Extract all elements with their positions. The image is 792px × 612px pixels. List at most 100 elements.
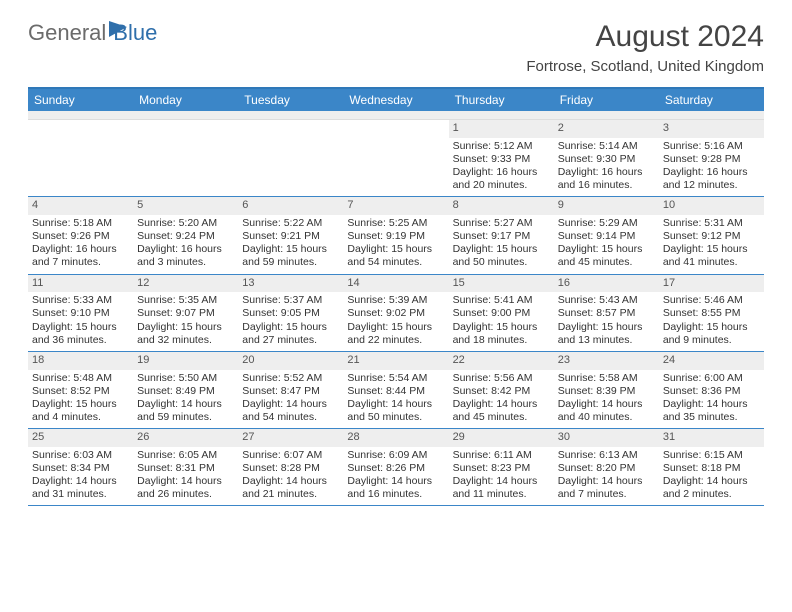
week-row: 4Sunrise: 5:18 AMSunset: 9:26 PMDaylight… bbox=[28, 197, 764, 274]
brand-logo: General Blue bbox=[28, 20, 157, 46]
daylight-text: Daylight: 15 hours and 41 minutes. bbox=[663, 243, 760, 269]
week-row: 18Sunrise: 5:48 AMSunset: 8:52 PMDayligh… bbox=[28, 352, 764, 429]
sunrise-text: Sunrise: 6:15 AM bbox=[663, 449, 760, 462]
sunrise-text: Sunrise: 5:54 AM bbox=[347, 372, 444, 385]
sunset-text: Sunset: 8:57 PM bbox=[558, 307, 655, 320]
daylight-text: Daylight: 14 hours and 59 minutes. bbox=[137, 398, 234, 424]
day-cell: 19Sunrise: 5:50 AMSunset: 8:49 PMDayligh… bbox=[133, 352, 238, 428]
sunset-text: Sunset: 8:18 PM bbox=[663, 462, 760, 475]
daylight-text: Daylight: 14 hours and 35 minutes. bbox=[663, 398, 760, 424]
sunset-text: Sunset: 8:39 PM bbox=[558, 385, 655, 398]
sunrise-text: Sunrise: 6:11 AM bbox=[453, 449, 550, 462]
sunset-text: Sunset: 8:34 PM bbox=[32, 462, 129, 475]
sunset-text: Sunset: 8:47 PM bbox=[242, 385, 339, 398]
day-cell bbox=[238, 120, 343, 196]
day-number: 18 bbox=[28, 352, 133, 370]
sunrise-text: Sunrise: 6:09 AM bbox=[347, 449, 444, 462]
daylight-text: Daylight: 16 hours and 12 minutes. bbox=[663, 166, 760, 192]
daylight-text: Daylight: 15 hours and 45 minutes. bbox=[558, 243, 655, 269]
calendar-page: General Blue August 2024 Fortrose, Scotl… bbox=[0, 0, 792, 506]
sunset-text: Sunset: 9:12 PM bbox=[663, 230, 760, 243]
day-cell: 22Sunrise: 5:56 AMSunset: 8:42 PMDayligh… bbox=[449, 352, 554, 428]
week-row: 1Sunrise: 5:12 AMSunset: 9:33 PMDaylight… bbox=[28, 120, 764, 197]
week-row: 25Sunrise: 6:03 AMSunset: 8:34 PMDayligh… bbox=[28, 429, 764, 506]
day-number: 31 bbox=[659, 429, 764, 447]
sunset-text: Sunset: 9:00 PM bbox=[453, 307, 550, 320]
title-block: August 2024 Fortrose, Scotland, United K… bbox=[526, 20, 764, 75]
sunrise-text: Sunrise: 5:27 AM bbox=[453, 217, 550, 230]
sunrise-text: Sunrise: 5:35 AM bbox=[137, 294, 234, 307]
brand-part1: General bbox=[28, 20, 106, 46]
day-number: 3 bbox=[659, 120, 764, 138]
sunrise-text: Sunrise: 6:13 AM bbox=[558, 449, 655, 462]
month-title: August 2024 bbox=[526, 20, 764, 54]
day-number: 19 bbox=[133, 352, 238, 370]
day-number bbox=[238, 120, 343, 124]
sunrise-text: Sunrise: 6:05 AM bbox=[137, 449, 234, 462]
sunset-text: Sunset: 9:30 PM bbox=[558, 153, 655, 166]
daylight-text: Daylight: 15 hours and 50 minutes. bbox=[453, 243, 550, 269]
sunset-text: Sunset: 9:24 PM bbox=[137, 230, 234, 243]
day-number: 5 bbox=[133, 197, 238, 215]
sunrise-text: Sunrise: 5:12 AM bbox=[453, 140, 550, 153]
sunset-text: Sunset: 9:19 PM bbox=[347, 230, 444, 243]
sunrise-text: Sunrise: 5:20 AM bbox=[137, 217, 234, 230]
brand-mark-icon bbox=[109, 21, 127, 37]
day-number: 14 bbox=[343, 275, 448, 293]
sunset-text: Sunset: 8:44 PM bbox=[347, 385, 444, 398]
daylight-text: Daylight: 15 hours and 4 minutes. bbox=[32, 398, 129, 424]
day-cell: 17Sunrise: 5:46 AMSunset: 8:55 PMDayligh… bbox=[659, 275, 764, 351]
day-cell: 28Sunrise: 6:09 AMSunset: 8:26 PMDayligh… bbox=[343, 429, 448, 505]
sunset-text: Sunset: 8:55 PM bbox=[663, 307, 760, 320]
daylight-text: Daylight: 15 hours and 22 minutes. bbox=[347, 321, 444, 347]
daylight-text: Daylight: 15 hours and 18 minutes. bbox=[453, 321, 550, 347]
sunrise-text: Sunrise: 5:43 AM bbox=[558, 294, 655, 307]
daylight-text: Daylight: 15 hours and 13 minutes. bbox=[558, 321, 655, 347]
dow-tuesday: Tuesday bbox=[238, 89, 343, 111]
day-number: 6 bbox=[238, 197, 343, 215]
weeks-container: 1Sunrise: 5:12 AMSunset: 9:33 PMDaylight… bbox=[28, 120, 764, 506]
sunrise-text: Sunrise: 5:56 AM bbox=[453, 372, 550, 385]
sunrise-text: Sunrise: 5:48 AM bbox=[32, 372, 129, 385]
day-number bbox=[343, 120, 448, 124]
day-cell: 30Sunrise: 6:13 AMSunset: 8:20 PMDayligh… bbox=[554, 429, 659, 505]
day-cell bbox=[133, 120, 238, 196]
sunset-text: Sunset: 8:28 PM bbox=[242, 462, 339, 475]
day-number: 20 bbox=[238, 352, 343, 370]
sunset-text: Sunset: 9:21 PM bbox=[242, 230, 339, 243]
day-cell: 29Sunrise: 6:11 AMSunset: 8:23 PMDayligh… bbox=[449, 429, 554, 505]
day-number: 16 bbox=[554, 275, 659, 293]
dow-thursday: Thursday bbox=[449, 89, 554, 111]
daylight-text: Daylight: 14 hours and 31 minutes. bbox=[32, 475, 129, 501]
day-cell: 16Sunrise: 5:43 AMSunset: 8:57 PMDayligh… bbox=[554, 275, 659, 351]
sunset-text: Sunset: 8:26 PM bbox=[347, 462, 444, 475]
sunset-text: Sunset: 9:26 PM bbox=[32, 230, 129, 243]
day-cell: 14Sunrise: 5:39 AMSunset: 9:02 PMDayligh… bbox=[343, 275, 448, 351]
sunrise-text: Sunrise: 5:46 AM bbox=[663, 294, 760, 307]
day-cell: 4Sunrise: 5:18 AMSunset: 9:26 PMDaylight… bbox=[28, 197, 133, 273]
sunset-text: Sunset: 9:33 PM bbox=[453, 153, 550, 166]
day-cell: 9Sunrise: 5:29 AMSunset: 9:14 PMDaylight… bbox=[554, 197, 659, 273]
sunrise-text: Sunrise: 6:03 AM bbox=[32, 449, 129, 462]
day-cell: 12Sunrise: 5:35 AMSunset: 9:07 PMDayligh… bbox=[133, 275, 238, 351]
sunrise-text: Sunrise: 5:22 AM bbox=[242, 217, 339, 230]
day-number: 22 bbox=[449, 352, 554, 370]
sunset-text: Sunset: 9:28 PM bbox=[663, 153, 760, 166]
sunset-text: Sunset: 8:42 PM bbox=[453, 385, 550, 398]
sunrise-text: Sunrise: 5:37 AM bbox=[242, 294, 339, 307]
sunrise-text: Sunrise: 5:50 AM bbox=[137, 372, 234, 385]
daylight-text: Daylight: 16 hours and 3 minutes. bbox=[137, 243, 234, 269]
day-number: 13 bbox=[238, 275, 343, 293]
sunset-text: Sunset: 8:31 PM bbox=[137, 462, 234, 475]
day-of-week-header: Sunday Monday Tuesday Wednesday Thursday… bbox=[28, 89, 764, 111]
day-number: 7 bbox=[343, 197, 448, 215]
day-cell: 6Sunrise: 5:22 AMSunset: 9:21 PMDaylight… bbox=[238, 197, 343, 273]
day-number: 8 bbox=[449, 197, 554, 215]
day-number: 15 bbox=[449, 275, 554, 293]
day-cell: 23Sunrise: 5:58 AMSunset: 8:39 PMDayligh… bbox=[554, 352, 659, 428]
sunrise-text: Sunrise: 5:14 AM bbox=[558, 140, 655, 153]
daylight-text: Daylight: 14 hours and 11 minutes. bbox=[453, 475, 550, 501]
day-cell: 2Sunrise: 5:14 AMSunset: 9:30 PMDaylight… bbox=[554, 120, 659, 196]
sunset-text: Sunset: 9:05 PM bbox=[242, 307, 339, 320]
sunset-text: Sunset: 9:07 PM bbox=[137, 307, 234, 320]
